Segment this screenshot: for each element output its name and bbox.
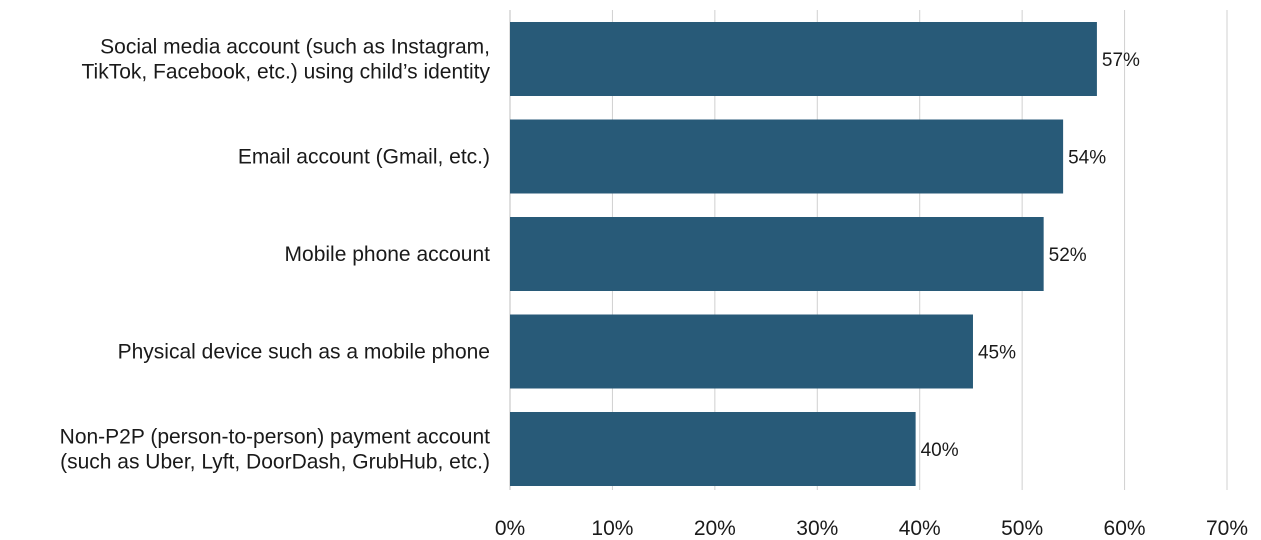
data-labels: 57% 54% 52% 45% 40% <box>921 50 1140 461</box>
x-tick-label: 10% <box>591 517 633 540</box>
bar <box>510 119 1064 194</box>
category-label: Social media account (such as Instagram, <box>100 36 490 59</box>
data-label: 40% <box>921 440 959 461</box>
category-label: Mobile phone account <box>285 243 491 266</box>
x-tick-label: 50% <box>1001 517 1043 540</box>
x-tick-label: 40% <box>899 517 941 540</box>
category-label: Email account (Gmail, etc.) <box>238 146 490 169</box>
category-labels: Social media account (such as Instagram,… <box>60 36 491 474</box>
x-axis-ticks: 0% 10% 20% 30% 40% 50% 60% 70% <box>495 517 1248 540</box>
x-tick-label: 70% <box>1206 517 1248 540</box>
data-label: 54% <box>1068 148 1106 169</box>
category-label: Physical device such as a mobile phone <box>118 341 490 364</box>
x-tick-label: 30% <box>796 517 838 540</box>
data-label: 45% <box>978 343 1016 364</box>
bar <box>510 412 916 486</box>
x-tick-label: 20% <box>694 517 736 540</box>
x-tick-label: 60% <box>1104 517 1146 540</box>
category-label: (such as Uber, Lyft, DoorDash, GrubHub, … <box>60 451 490 474</box>
x-tick-label: 0% <box>495 517 525 540</box>
category-label: Non-P2P (person-to-person) payment accou… <box>60 426 491 449</box>
bar <box>510 314 973 389</box>
bar <box>510 217 1044 291</box>
data-label: 52% <box>1049 245 1087 266</box>
category-label: TikTok, Facebook, etc.) using child’s id… <box>81 61 490 84</box>
data-label: 57% <box>1102 50 1140 71</box>
bars <box>510 22 1097 486</box>
bar <box>510 22 1097 96</box>
